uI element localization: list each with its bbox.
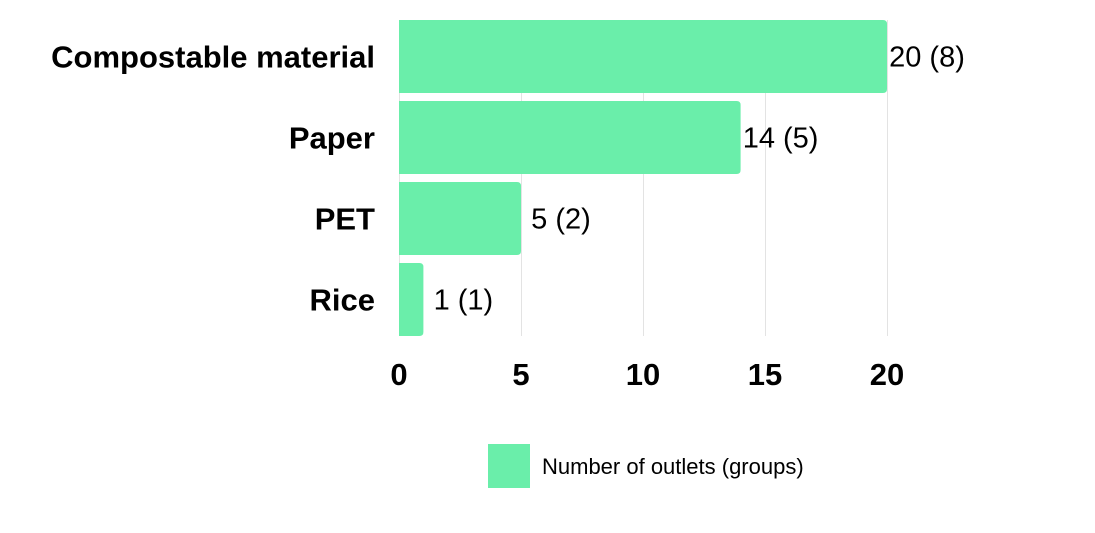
legend-swatch bbox=[488, 444, 530, 488]
value-label-rice: 1 (1) bbox=[434, 285, 494, 317]
category-label-paper: Paper bbox=[289, 121, 375, 156]
value-label-paper: 14 (5) bbox=[743, 123, 819, 155]
x-tick-label-15: 15 bbox=[748, 357, 782, 392]
bar-paper bbox=[399, 101, 741, 174]
category-labels: Compostable material Paper PET Rice bbox=[51, 40, 375, 318]
category-label-rice: Rice bbox=[310, 283, 375, 318]
category-label-compostable-material: Compostable material bbox=[51, 40, 375, 75]
legend: Number of outlets (groups) bbox=[488, 444, 804, 488]
x-tick-label-0: 0 bbox=[390, 357, 407, 392]
x-tick-label-10: 10 bbox=[626, 357, 660, 392]
bar-compostable-material bbox=[399, 20, 887, 93]
value-labels: 20 (8) 14 (5) 5 (2) 1 (1) bbox=[434, 42, 965, 317]
bar-rice bbox=[399, 263, 424, 336]
legend-label: Number of outlets (groups) bbox=[542, 454, 804, 479]
bars bbox=[399, 20, 887, 336]
value-label-compostable-material: 20 (8) bbox=[889, 42, 965, 74]
x-axis-ticks: 0 5 10 15 20 bbox=[390, 357, 904, 392]
bar-pet bbox=[399, 182, 521, 255]
value-label-pet: 5 (2) bbox=[531, 204, 591, 236]
category-label-pet: PET bbox=[315, 202, 375, 237]
x-tick-label-20: 20 bbox=[870, 357, 904, 392]
x-tick-label-5: 5 bbox=[512, 357, 529, 392]
